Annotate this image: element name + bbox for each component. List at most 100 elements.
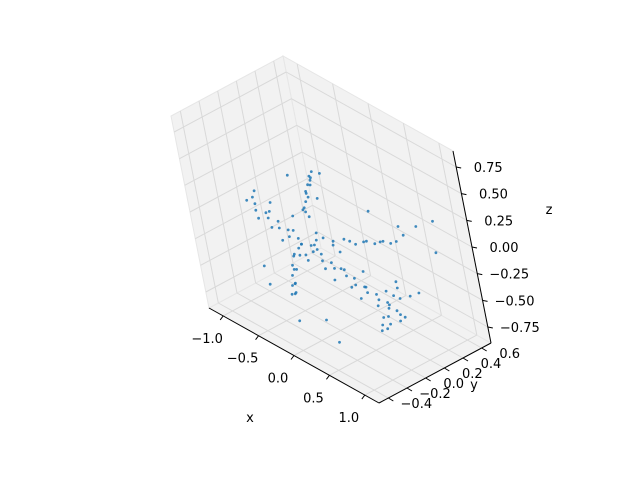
z-tick-label: 0.75: [474, 161, 503, 176]
grid-line-z-back: [285, 71, 457, 168]
scatter-point: [302, 206, 306, 210]
z-tick-mark: [477, 273, 483, 276]
y-tick-mark: [444, 367, 450, 372]
scatter-point: [342, 268, 346, 272]
scatter-point: [373, 242, 377, 246]
scatter-point: [276, 219, 280, 223]
z-tick-mark: [487, 326, 493, 329]
grid-line-z-back: [317, 231, 489, 328]
scatter-point: [251, 195, 254, 199]
y-tick-label: 0.2: [462, 367, 483, 382]
y-axis-line: [378, 342, 492, 404]
tick-labels: −1.0−0.50.00.51.0−0.4−0.20.00.20.40.60.7…: [191, 161, 539, 426]
y-axis-label: y: [470, 378, 478, 393]
scatter-point: [378, 240, 382, 244]
scatter-point: [394, 240, 398, 243]
scatter-point: [315, 197, 319, 200]
scatter-point: [384, 289, 388, 293]
scatter-point: [245, 198, 249, 202]
z-axis-label: z: [546, 203, 553, 218]
scatter-point: [309, 244, 313, 247]
scatter-point: [304, 200, 308, 204]
grid-line-z-back: [291, 98, 462, 195]
scatter-point: [306, 259, 310, 262]
grid-line-z-side: [189, 151, 303, 213]
scatter-point: [403, 315, 407, 319]
z-tick-label: 0.00: [490, 241, 519, 256]
z-tick-mark: [482, 299, 488, 302]
scatter-point: [398, 297, 402, 300]
scatter-point: [268, 201, 272, 204]
scatter-point: [308, 183, 312, 187]
scatter-point: [396, 225, 400, 228]
grid-line-y-floor: [292, 262, 464, 359]
scatter-point: [361, 270, 365, 273]
scatter-point: [386, 301, 389, 304]
scatter-point: [295, 268, 298, 271]
grid-line-z-back: [296, 124, 467, 221]
grid-line-y-floor: [274, 272, 445, 369]
scatter-point: [392, 294, 395, 297]
grid-line-x-floor: [329, 314, 442, 376]
scatter-point: [304, 190, 307, 193]
x-tick-mark: [326, 374, 330, 380]
y-tick-mark: [481, 347, 487, 352]
scatter-point: [380, 329, 384, 333]
scatter-point: [338, 340, 341, 344]
axis-labels: x y z: [246, 203, 552, 426]
scatter-point: [314, 238, 318, 242]
scatter-point: [325, 318, 328, 322]
scatter-point: [345, 274, 348, 278]
scatter-point: [376, 304, 380, 308]
scatter-point: [388, 303, 391, 307]
grid-line-z-side: [173, 71, 287, 133]
scatter-point: [366, 291, 369, 294]
scatter-point: [315, 248, 319, 251]
grid-line-y-floor: [218, 302, 389, 399]
grid-line-y-floor: [255, 282, 426, 379]
scatter-point: [267, 210, 271, 213]
y-tick-label: −0.4: [401, 397, 433, 412]
scatter-point: [290, 292, 294, 296]
grid-line-y-floor: [236, 292, 408, 389]
scatter-point: [292, 268, 296, 271]
scatter-point: [381, 323, 385, 327]
scatter-point: [330, 261, 333, 264]
scatter-point: [304, 253, 308, 257]
scatter-point: [309, 170, 313, 174]
scatter-point: [298, 319, 302, 323]
z-tick-label: −0.75: [500, 321, 540, 336]
grid-line-z-back: [307, 178, 478, 275]
scatter-point: [399, 313, 402, 316]
y-tick-label: 0.0: [443, 377, 464, 392]
scatter-point: [375, 293, 378, 296]
z-tick-mark: [456, 166, 462, 169]
scatter-point: [264, 211, 268, 215]
scatter-point: [270, 226, 274, 229]
scatter-point: [417, 291, 421, 295]
scatter-point: [387, 306, 391, 310]
scatter-point: [293, 292, 297, 296]
y-tick-mark: [406, 387, 413, 392]
grid-line-z-side: [184, 124, 297, 186]
x-tick-label: −1.0: [191, 332, 223, 347]
scatter-point: [301, 208, 305, 212]
scatter-point: [292, 254, 296, 258]
y-tick-label: −0.2: [419, 387, 451, 402]
scatter-point: [286, 228, 290, 232]
scatter-point: [365, 239, 368, 243]
scatter-point: [300, 242, 303, 246]
scatter-point: [314, 231, 318, 235]
scatter-point: [342, 237, 346, 241]
z-tick-mark: [466, 219, 472, 222]
scatter-point: [313, 243, 316, 247]
scatter-point: [324, 267, 327, 271]
scatter-point: [291, 214, 295, 218]
scatter-point: [252, 189, 256, 193]
scatter-point: [296, 237, 300, 240]
scatter-point: [291, 229, 295, 232]
z-tick-label: −0.50: [495, 294, 535, 309]
scatter-point: [285, 173, 289, 177]
scatter-point: [293, 282, 297, 286]
scatter-point: [266, 216, 270, 220]
